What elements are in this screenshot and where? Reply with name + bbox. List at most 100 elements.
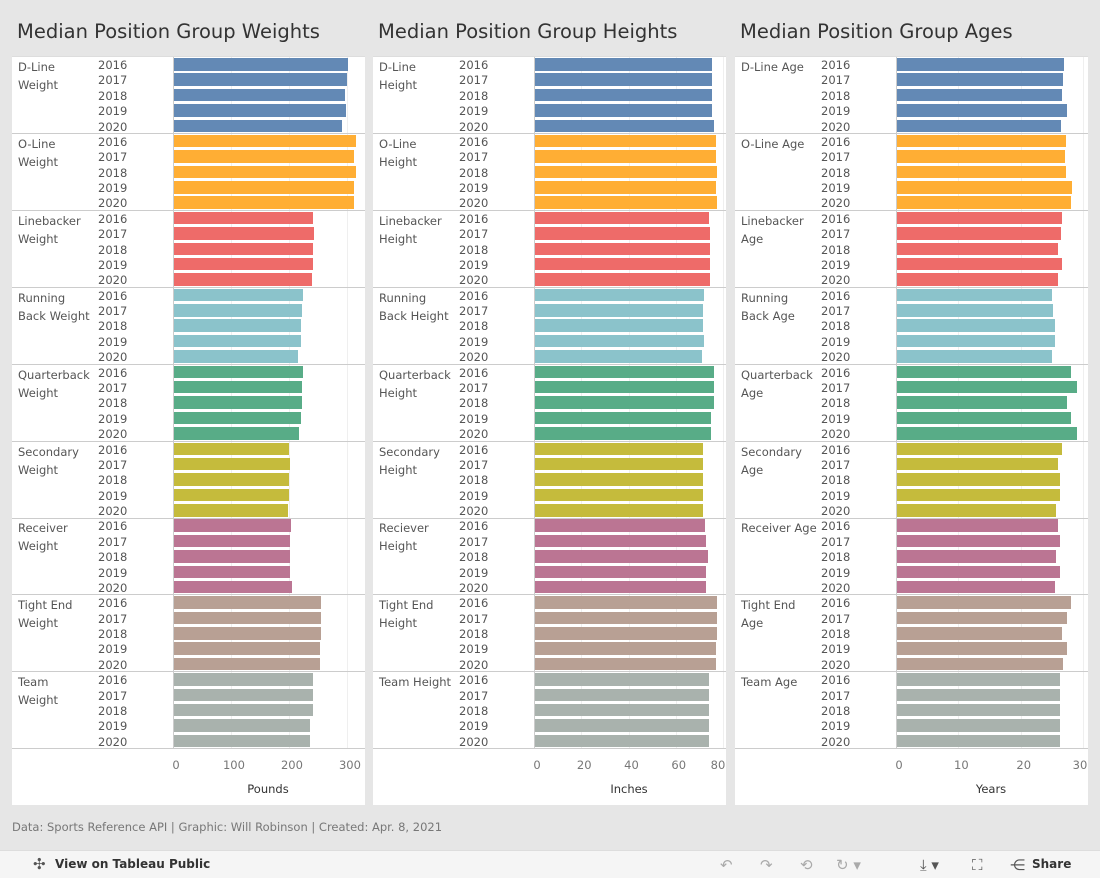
bar[interactable] [897,58,1065,71]
bar[interactable] [897,565,1061,579]
bar[interactable] [174,350,298,363]
bar[interactable] [897,396,1067,409]
bar[interactable] [174,58,348,71]
bar[interactable] [535,119,714,133]
bar[interactable] [174,519,291,532]
bar[interactable] [174,642,320,655]
bar[interactable] [897,703,1061,717]
bar[interactable] [174,165,356,179]
bar[interactable] [174,688,313,702]
bar[interactable] [897,88,1062,102]
bar[interactable] [897,273,1059,286]
bar[interactable] [535,150,716,163]
bar[interactable] [535,365,714,379]
bar[interactable] [897,427,1077,440]
bar[interactable] [535,734,709,748]
bar[interactable] [897,411,1072,425]
bar[interactable] [535,534,707,548]
download-icon[interactable]: ⤓ ▾ [920,856,939,874]
bar[interactable] [174,488,289,502]
bar[interactable] [174,703,313,717]
bar[interactable] [535,58,713,71]
bar[interactable] [535,703,709,717]
bar[interactable] [174,473,289,486]
bar[interactable] [174,442,289,455]
bar[interactable] [897,734,1061,748]
view-on-tableau-public-link[interactable]: View on Tableau Public [55,857,211,871]
bar[interactable] [535,380,714,394]
bar[interactable] [535,642,716,655]
bar[interactable] [897,119,1062,133]
bar[interactable] [174,457,290,471]
bar[interactable] [897,288,1052,302]
bar[interactable] [535,488,703,502]
bar[interactable] [535,627,718,640]
bar[interactable] [174,119,342,133]
bar[interactable] [174,227,315,240]
bar[interactable] [174,334,301,348]
bar[interactable] [174,134,356,148]
bar[interactable] [174,580,292,594]
bar[interactable] [897,519,1059,532]
bar[interactable] [535,673,709,686]
bar[interactable] [897,488,1061,502]
bar[interactable] [174,565,290,579]
bar[interactable] [535,457,703,471]
bar[interactable] [535,688,709,702]
bar[interactable] [897,134,1067,148]
bar[interactable] [535,73,713,86]
bar[interactable] [897,150,1066,163]
bar[interactable] [174,596,321,609]
bar[interactable] [174,673,313,686]
bar[interactable] [897,457,1059,471]
redo-icon[interactable]: ↷ [760,856,773,874]
bar[interactable] [174,304,302,317]
bar[interactable] [174,611,322,625]
bar[interactable] [535,288,705,302]
bar[interactable] [174,88,345,102]
bar[interactable] [535,88,713,102]
bar[interactable] [535,396,714,409]
bar[interactable] [897,504,1057,517]
bar[interactable] [897,211,1062,225]
bar[interactable] [897,227,1062,240]
bar[interactable] [174,719,311,732]
bar[interactable] [535,227,710,240]
bar[interactable] [897,196,1072,209]
bar[interactable] [535,473,703,486]
bar[interactable] [897,334,1056,348]
bar[interactable] [174,181,355,194]
bar[interactable] [897,73,1064,86]
refresh-icon[interactable]: ↻ ▾ [836,856,861,874]
bar[interactable] [174,627,321,640]
bar[interactable] [897,104,1067,117]
bar[interactable] [897,304,1054,317]
bar[interactable] [897,165,1067,179]
bar[interactable] [174,196,355,209]
bar[interactable] [174,319,301,332]
bar[interactable] [535,411,712,425]
bar[interactable] [535,504,703,517]
bar[interactable] [535,350,702,363]
bar[interactable] [174,73,347,86]
bar[interactable] [174,427,299,440]
bar[interactable] [535,565,707,579]
bar[interactable] [535,181,716,194]
bar[interactable] [897,380,1077,394]
bar[interactable] [174,734,311,748]
bar[interactable] [535,134,716,148]
bar[interactable] [174,550,290,563]
bar[interactable] [897,596,1072,609]
bar[interactable] [897,181,1072,194]
share-icon[interactable]: ⋲ [1010,856,1025,874]
bar[interactable] [174,504,288,517]
bar[interactable] [897,673,1061,686]
bar[interactable] [897,473,1061,486]
bar[interactable] [897,242,1059,256]
bar[interactable] [897,550,1057,563]
bar[interactable] [897,257,1062,271]
bar[interactable] [535,719,709,732]
bar[interactable] [174,534,290,548]
bar[interactable] [535,242,710,256]
bar[interactable] [897,365,1072,379]
